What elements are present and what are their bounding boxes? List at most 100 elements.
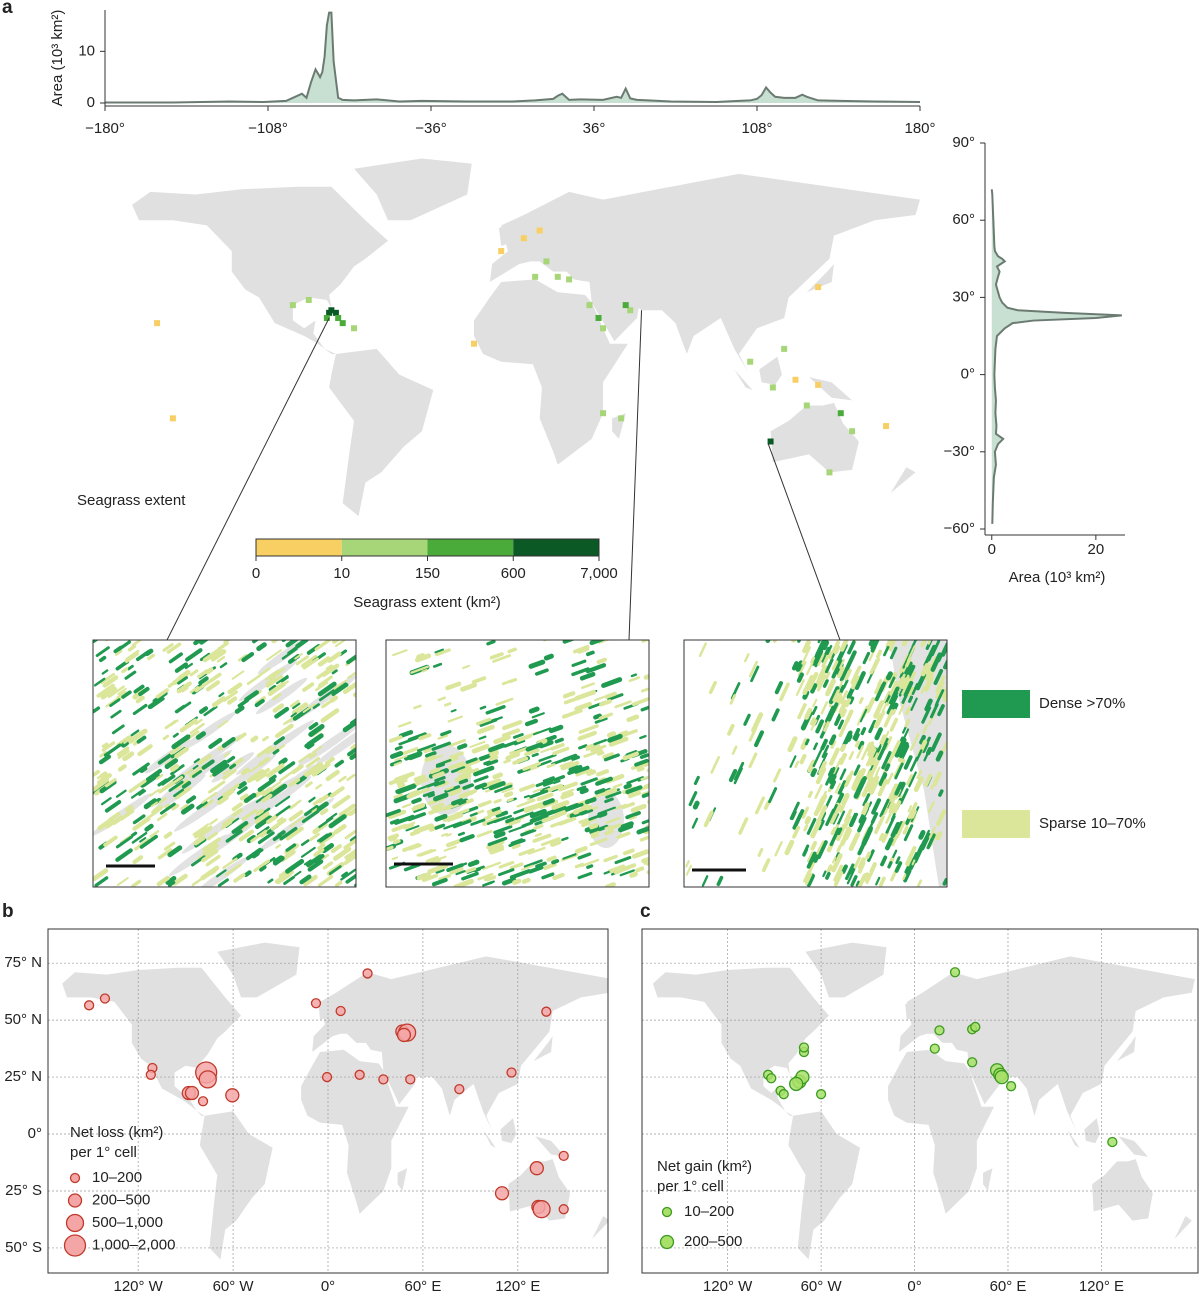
inset-patch [601, 787, 618, 797]
inset-patch [557, 781, 578, 792]
legend-label: Dense >70% [1039, 695, 1125, 712]
inset-patch [604, 797, 614, 804]
inset-patch [622, 751, 639, 761]
inset-patch [139, 834, 159, 849]
seagrass-cell [586, 302, 593, 309]
bubble [184, 1085, 200, 1101]
inset-patch [596, 657, 607, 664]
seagrass-cell [326, 309, 333, 316]
seagrass-cell [815, 284, 822, 291]
inset-patch [266, 781, 282, 793]
inset-patch [393, 761, 402, 766]
inset-patch [479, 705, 487, 710]
inset-patch [238, 829, 254, 842]
inset-patch [857, 816, 867, 833]
bubble [145, 1069, 156, 1080]
inset-patch [907, 805, 913, 813]
inset-patch [832, 813, 840, 825]
inset-patch [193, 835, 206, 846]
inset-patch [449, 738, 466, 747]
inset-patch [540, 837, 561, 847]
inset-patch [688, 791, 698, 807]
inset-patch [391, 823, 408, 833]
seagrass-cell [627, 307, 634, 314]
inset-patch [630, 673, 638, 678]
inset-patch [930, 732, 942, 752]
inset-patch [920, 663, 930, 677]
inset-patch [396, 783, 417, 795]
land [533, 1036, 553, 1062]
seagrass-cell [520, 235, 527, 242]
inset-patch [811, 705, 818, 716]
inset-patch [883, 690, 890, 703]
land [759, 356, 782, 385]
inset-patch [438, 874, 451, 881]
inset-patch [810, 656, 816, 664]
inset-patch [307, 859, 324, 872]
inset-patch [312, 703, 320, 710]
inset-patch [930, 652, 943, 672]
inset-patch [458, 862, 468, 867]
inset-patch [574, 701, 592, 712]
inset-patch [98, 754, 112, 765]
inset-patch [516, 734, 532, 743]
inset-patch [398, 736, 418, 746]
inset-patch [865, 828, 873, 841]
inset-patch [630, 803, 647, 813]
inset-patch [797, 640, 802, 643]
inset-patch [485, 875, 497, 882]
inset-patch [906, 856, 913, 867]
inset-patch [311, 807, 318, 813]
inset-patch [125, 804, 134, 813]
inset-patch [528, 659, 546, 669]
inset-patch [905, 657, 912, 668]
bubble [541, 1006, 552, 1017]
inset-patch [801, 806, 810, 819]
inset-patch [343, 838, 356, 850]
inset-patch [733, 767, 743, 785]
inset-patch [641, 792, 649, 798]
inset-patch [607, 823, 622, 831]
inset-patch [205, 854, 221, 867]
inset-patch [158, 796, 168, 804]
inset-patch [301, 809, 320, 824]
inset-patch [101, 669, 109, 675]
legend-title: Net gain (km²) [657, 1158, 752, 1175]
inset-patch [810, 683, 818, 694]
inset-patch [495, 810, 509, 818]
inset-patch [237, 698, 249, 708]
inset-patch [578, 818, 589, 824]
inset-patch [634, 758, 649, 767]
inset-patch [906, 774, 914, 786]
inset-patch [335, 880, 343, 887]
inset-patch [812, 698, 818, 708]
inset-patch [346, 773, 356, 781]
inset-patch [844, 668, 852, 681]
inset-patch [489, 755, 499, 761]
inset-patch [167, 881, 176, 887]
inset-patch [830, 827, 837, 836]
inset-patch [883, 645, 890, 657]
panel-label: c [640, 901, 651, 922]
inset-patch [404, 751, 423, 761]
inset-patch [348, 807, 356, 817]
inset-patch [414, 777, 430, 785]
inset-patch [93, 868, 109, 881]
inset-patch [894, 737, 907, 758]
inset-patch [825, 678, 836, 697]
inset-patch [349, 835, 356, 842]
x-tick-label: 0° [321, 1278, 335, 1294]
inset-patch [397, 782, 406, 789]
inset-patch [875, 876, 881, 886]
legend-label: 10–200 [684, 1203, 734, 1220]
inset-patch [540, 808, 558, 818]
inset-patch [477, 724, 495, 735]
inset-patch [241, 651, 255, 663]
inset-patch [879, 734, 886, 745]
inset-patch [354, 883, 356, 887]
inset-patch [217, 719, 229, 729]
inset-patch [629, 871, 638, 878]
inset-patch [304, 804, 319, 817]
inset-patch [266, 746, 277, 755]
inset-patch [401, 803, 412, 809]
